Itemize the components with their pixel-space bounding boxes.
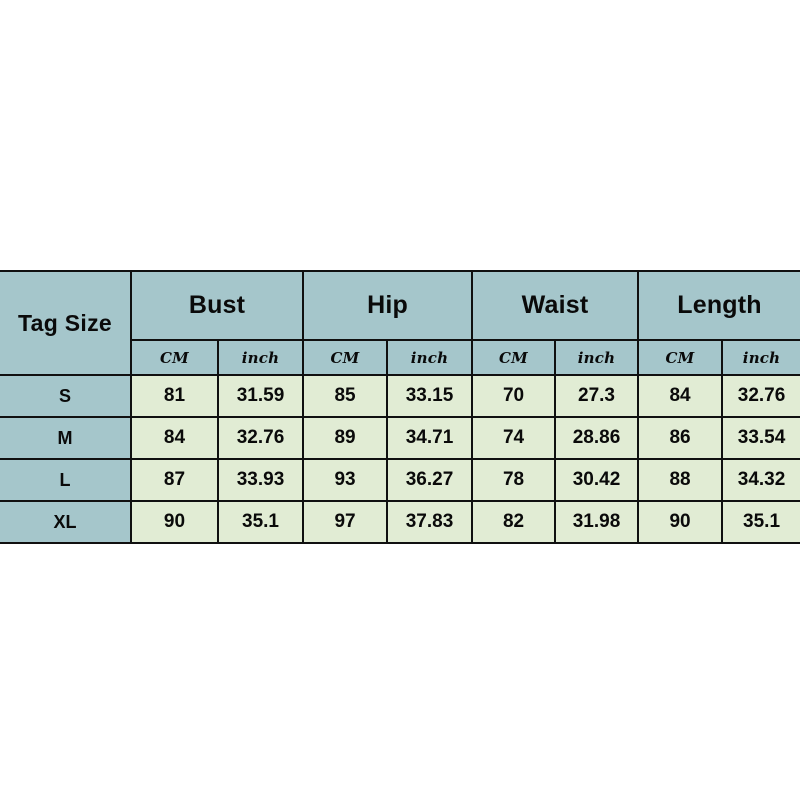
header-waist: Waist: [471, 270, 640, 341]
size-chart-table: Tag Size Bust Hip Waist Length CM inch C…: [0, 270, 800, 544]
cell-length-cm: 84: [637, 374, 724, 418]
header-length: Length: [637, 270, 800, 341]
cell-hip-inch: 33.15: [386, 374, 474, 418]
cell-bust-inch: 33.93: [216, 458, 305, 502]
header-row-units: CM inch CM inch CM inch CM inch: [0, 339, 800, 376]
cell-waist-cm: 78: [471, 458, 557, 502]
cell-bust-cm: 87: [130, 458, 219, 502]
header-hip: Hip: [302, 270, 474, 341]
cell-waist-cm: 82: [471, 500, 557, 544]
cell-length-cm: 88: [637, 458, 724, 502]
size-label: XL: [0, 500, 132, 544]
header-row-measurements: Tag Size Bust Hip Waist Length: [0, 270, 800, 376]
header-waist-cm: CM: [471, 339, 557, 376]
header-waist-inch: inch: [554, 339, 640, 376]
table-row: XL 90 35.1 97 37.83 82 31.98 90 35.1: [0, 500, 800, 544]
cell-waist-inch: 27.3: [554, 374, 640, 418]
header-hip-cm: CM: [302, 339, 389, 376]
header-tag-size: Tag Size: [0, 270, 132, 376]
header-length-inch: inch: [721, 339, 800, 376]
size-label: L: [0, 458, 132, 502]
cell-bust-inch: 31.59: [216, 374, 305, 418]
cell-length-inch: 35.1: [721, 500, 800, 544]
cell-length-inch: 33.54: [721, 416, 800, 460]
header-hip-inch: inch: [386, 339, 474, 376]
cell-hip-inch: 37.83: [386, 500, 474, 544]
cell-bust-cm: 84: [130, 416, 219, 460]
cell-hip-inch: 34.71: [386, 416, 474, 460]
cell-length-cm: 86: [637, 416, 724, 460]
table-row: S 81 31.59 85 33.15 70 27.3 84 32.76: [0, 374, 800, 418]
header-bust: Bust: [129, 270, 305, 341]
cell-waist-cm: 70: [471, 374, 557, 418]
size-label: S: [0, 374, 132, 418]
cell-bust-cm: 81: [130, 374, 219, 418]
cell-waist-inch: 28.86: [554, 416, 640, 460]
cell-hip-cm: 97: [302, 500, 389, 544]
header-bust-cm: CM: [131, 339, 219, 376]
size-chart-container: Tag Size Bust Hip Waist Length CM inch C…: [0, 270, 800, 544]
cell-bust-cm: 90: [130, 500, 219, 544]
cell-bust-inch: 35.1: [216, 500, 305, 544]
table-header: Tag Size Bust Hip Waist Length CM inch C…: [0, 270, 800, 376]
cell-length-inch: 34.32: [721, 458, 800, 502]
header-bust-inch: inch: [216, 339, 305, 376]
header-length-cm: CM: [637, 339, 724, 376]
cell-hip-inch: 36.27: [386, 458, 474, 502]
cell-hip-cm: 85: [302, 374, 389, 418]
cell-waist-inch: 31.98: [554, 500, 640, 544]
cell-hip-cm: 89: [302, 416, 389, 460]
table-body: S 81 31.59 85 33.15 70 27.3 84 32.76 M 8…: [0, 374, 800, 544]
size-label: M: [0, 416, 132, 460]
cell-length-cm: 90: [637, 500, 724, 544]
cell-waist-inch: 30.42: [554, 458, 640, 502]
table-row: L 87 33.93 93 36.27 78 30.42 88 34.32: [0, 458, 800, 502]
cell-hip-cm: 93: [302, 458, 389, 502]
cell-length-inch: 32.76: [721, 374, 800, 418]
cell-bust-inch: 32.76: [216, 416, 305, 460]
table-row: M 84 32.76 89 34.71 74 28.86 86 33.54: [0, 416, 800, 460]
cell-waist-cm: 74: [471, 416, 557, 460]
